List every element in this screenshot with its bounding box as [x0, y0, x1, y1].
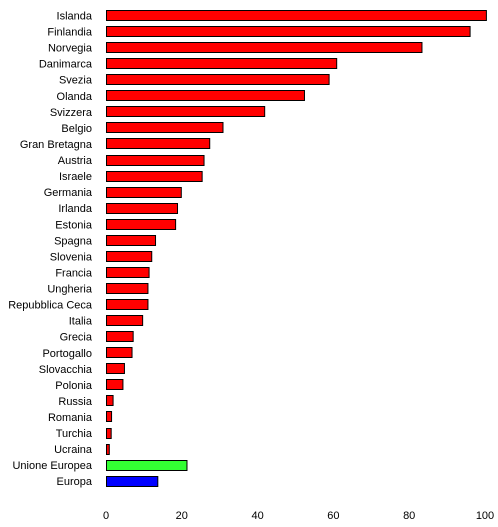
category-label-estonia: Estonia: [55, 219, 93, 231]
category-label-polonia: Polonia: [55, 380, 93, 392]
bar-irlanda: [106, 203, 179, 214]
category-label-francia: Francia: [55, 267, 93, 279]
category-label-germania: Germania: [44, 187, 93, 199]
x-tick-label-40: 40: [251, 510, 263, 522]
category-label-austria: Austria: [58, 155, 93, 167]
category-label-gran-bretagna: Gran Bretagna: [20, 139, 93, 151]
category-label-portogallo: Portogallo: [42, 348, 92, 360]
category-label-finlandia: Finlandia: [47, 27, 93, 39]
bar-italia: [106, 315, 144, 326]
category-labels: Islanda Finlandia Norvegia Danimarca Svezia O…: [8, 11, 93, 489]
bar-israele: [106, 171, 203, 182]
bar-repubblica-ceca: [106, 299, 149, 310]
bar-belgio: [106, 122, 224, 133]
bar-austria: [106, 155, 205, 166]
category-label-grecia: Grecia: [60, 332, 93, 344]
category-label-italia: Italia: [69, 316, 93, 328]
bar-finlandia: [106, 26, 471, 37]
category-label-repubblica-ceca: Repubblica Ceca: [8, 300, 93, 312]
category-label-olanda: Olanda: [57, 91, 93, 103]
category-label-russia: Russia: [58, 396, 93, 408]
bar-svezia: [106, 74, 330, 85]
bar-unione-europea: [106, 460, 188, 471]
bar-spagna: [106, 235, 157, 246]
category-label-irlanda: Irlanda: [58, 203, 93, 215]
category-label-turchia: Turchia: [56, 428, 93, 440]
bar-ungheria: [106, 283, 149, 294]
category-label-svezia: Svezia: [59, 75, 93, 87]
bar-russia: [106, 395, 114, 406]
category-label-romania: Romania: [48, 412, 93, 424]
bars-group: [106, 10, 487, 487]
category-label-ucraina: Ucraina: [54, 444, 93, 456]
category-label-norvegia: Norvegia: [48, 43, 93, 55]
category-label-europa: Europa: [57, 476, 93, 488]
bar-turchia: [106, 428, 112, 439]
bar-slovenia: [106, 251, 153, 262]
bar-portogallo: [106, 347, 133, 358]
x-tick-label-0: 0: [103, 510, 109, 522]
bar-norvegia: [106, 42, 423, 53]
category-label-slovacchia: Slovacchia: [39, 364, 93, 376]
bar-grecia: [106, 331, 134, 342]
bar-germania: [106, 187, 182, 198]
bar-olanda: [106, 90, 305, 101]
category-label-svizzera: Svizzera: [50, 107, 93, 119]
bar-francia: [106, 267, 150, 278]
bar-estonia: [106, 219, 177, 230]
category-label-belgio: Belgio: [61, 123, 92, 135]
bar-slovacchia: [106, 363, 125, 374]
category-label-ungheria: Ungheria: [47, 284, 93, 296]
x-tick-label-20: 20: [176, 510, 188, 522]
x-tick-labels: 0 20 40 60 80 100: [103, 510, 494, 522]
bar-europa: [106, 476, 159, 487]
bar-svizzera: [106, 106, 266, 117]
bar-islanda: [106, 10, 487, 21]
bar-gran-bretagna: [106, 138, 211, 149]
category-label-slovenia: Slovenia: [50, 251, 93, 263]
x-tick-label-60: 60: [327, 510, 339, 522]
bar-danimarca: [106, 58, 338, 69]
bar-romania: [106, 411, 113, 422]
bar-ucraina: [106, 444, 110, 455]
bar-polonia: [106, 379, 124, 390]
category-label-unione-europea: Unione Europea: [12, 460, 92, 472]
category-label-israele: Israele: [59, 171, 92, 183]
category-label-danimarca: Danimarca: [39, 59, 93, 71]
category-label-spagna: Spagna: [54, 235, 93, 247]
x-tick-label-80: 80: [403, 510, 415, 522]
x-tick-label-100: 100: [476, 510, 494, 522]
category-label-islanda: Islanda: [57, 11, 93, 23]
